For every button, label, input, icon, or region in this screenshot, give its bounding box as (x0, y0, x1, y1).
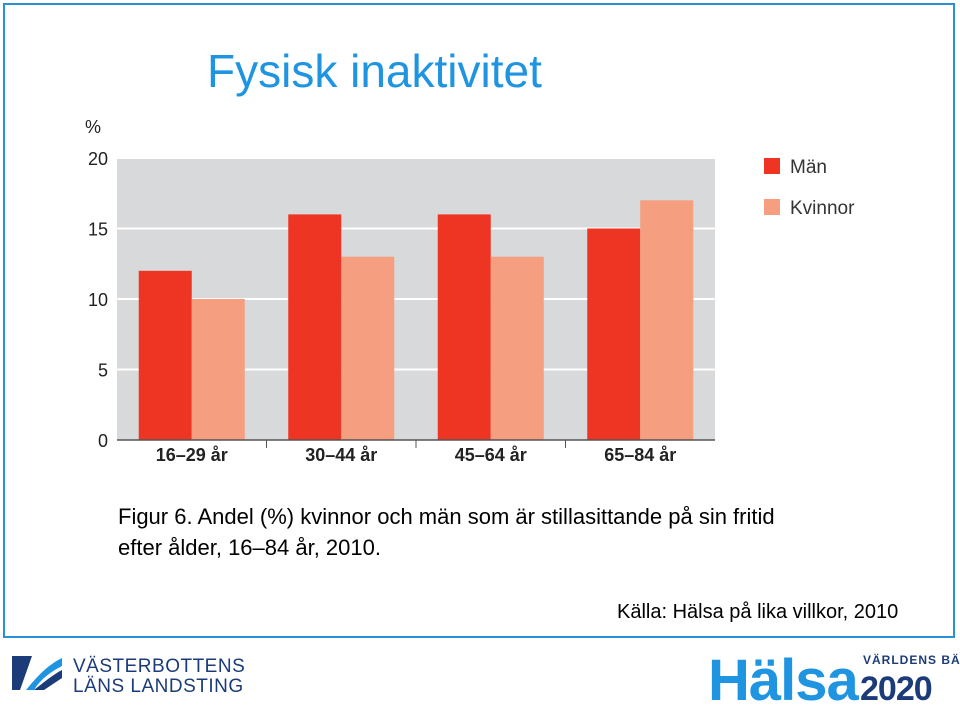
org-name: VÄSTERBOTTENS LÄNS LANDSTING (73, 657, 245, 697)
y-unit-label: % (85, 117, 102, 137)
legend-swatch-män (764, 158, 780, 174)
y-tick-label: 5 (98, 361, 108, 381)
figure-caption: Figur 6. Andel (%) kvinnor och män som ä… (118, 501, 775, 563)
bar-chart: 0 5 10 15 20 16–29 år 30–44 år 45–64 år 65–84 år… (88, 149, 855, 465)
slide-title: Fysisk inaktivitet (207, 45, 542, 97)
legend-label-kvinnor: Kvinnor (790, 198, 855, 219)
caption-line-1: Figur 6. Andel (%) kvinnor och män som ä… (118, 504, 775, 529)
y-tick-label: 15 (88, 220, 108, 240)
halsa-logo-tagline: VÄRLDENS BÄSTA (863, 653, 960, 667)
y-tick-label: 0 (98, 431, 108, 451)
org-name-line-1: VÄSTERBOTTENS (73, 656, 246, 677)
x-tick-label: 30–44 år (305, 445, 377, 465)
bar-män (288, 214, 342, 440)
bar-män (437, 214, 491, 440)
caption-line-2: efter ålder, 16–84 år, 2010. (118, 535, 381, 560)
bar-kvinnor (640, 200, 694, 440)
x-tick-label: 16–29 år (156, 445, 228, 465)
org-name-line-2: LÄNS LANDSTING (73, 676, 244, 697)
legend-swatch-kvinnor (764, 199, 780, 215)
x-tick-label: 65–84 år (604, 445, 676, 465)
y-tick-label: 20 (88, 149, 108, 169)
bar-män (587, 228, 641, 440)
halsa-logo-year: 2020 (860, 670, 933, 708)
bar-kvinnor (490, 256, 544, 440)
bar-kvinnor (341, 256, 395, 440)
y-tick-label: 10 (88, 290, 108, 310)
bar-kvinnor (191, 299, 245, 440)
slide-frame (3, 3, 955, 638)
bar-män (138, 270, 192, 440)
source-note: Källa: Hälsa på lika villkor, 2010 (617, 601, 899, 623)
x-tick-label: 45–64 år (455, 445, 527, 465)
halsa-logo-word: Hälsa (708, 648, 859, 713)
legend-label-män: Män (790, 157, 827, 178)
landsting-logo-icon (12, 656, 62, 690)
